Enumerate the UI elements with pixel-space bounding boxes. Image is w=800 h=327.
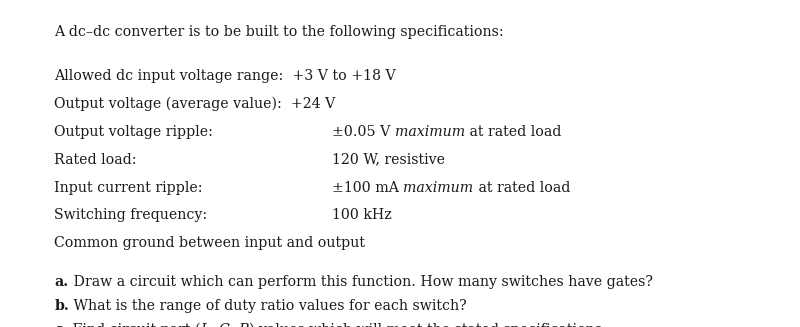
Text: Output voltage (average value):  +24 V: Output voltage (average value): +24 V [54,96,336,111]
Text: ±0.05 V: ±0.05 V [332,125,395,139]
Text: 120 W, resistive: 120 W, resistive [332,153,445,167]
Text: Common ground between input and output: Common ground between input and output [54,236,366,250]
Text: Output voltage ripple:: Output voltage ripple: [54,125,214,139]
Text: Find circuit part (: Find circuit part ( [68,323,200,327]
Text: A dc–dc converter is to be built to the following specifications:: A dc–dc converter is to be built to the … [54,25,504,39]
Text: Allowed dc input voltage range:  +3 V to +18 V: Allowed dc input voltage range: +3 V to … [54,69,396,83]
Text: at rated load: at rated load [474,181,570,195]
Text: a.: a. [54,275,69,289]
Text: L: L [200,323,210,327]
Text: ,: , [210,323,218,327]
Text: ) values which will meet the stated specifications.: ) values which will meet the stated spec… [249,323,606,327]
Text: C: C [218,323,230,327]
Text: Draw a circuit which can perform this function. How many switches have gates?: Draw a circuit which can perform this fu… [69,275,653,289]
Text: Input current ripple:: Input current ripple: [54,181,203,195]
Text: R: R [238,323,249,327]
Text: What is the range of duty ratio values for each switch?: What is the range of duty ratio values f… [69,299,466,313]
Text: Switching frequency:: Switching frequency: [54,208,208,222]
Text: maximum: maximum [403,181,474,195]
Text: 100 kHz: 100 kHz [332,208,392,222]
Text: at rated load: at rated load [465,125,562,139]
Text: c.: c. [54,323,68,327]
Text: Rated load:: Rated load: [54,153,137,167]
Text: ,: , [230,323,238,327]
Text: maximum: maximum [395,125,465,139]
Text: ±100 mA: ±100 mA [332,181,403,195]
Text: b.: b. [54,299,69,313]
